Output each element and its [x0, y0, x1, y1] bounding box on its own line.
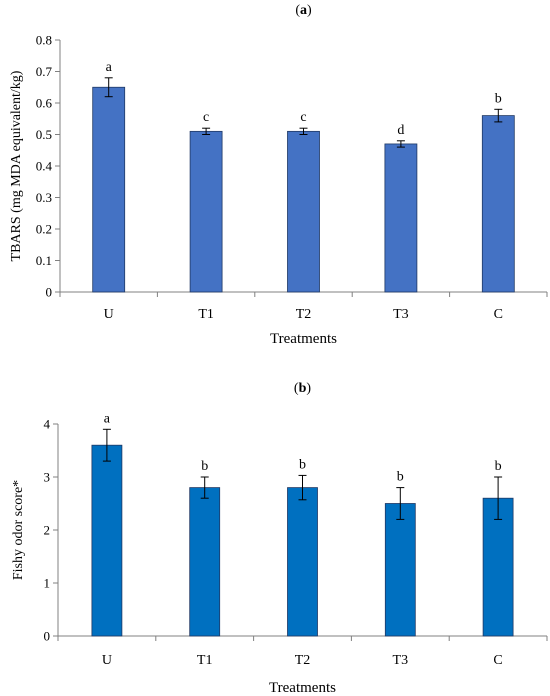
panel-label-open-paren: (	[295, 3, 300, 18]
bar-T2	[287, 487, 318, 637]
y-tick-label: 0.1	[36, 253, 52, 268]
y-tick-label: 0.7	[36, 64, 53, 79]
x-tick-label-U: U	[102, 653, 112, 668]
panel-label: (b)	[294, 381, 311, 396]
y-tick-label: 0.3	[36, 190, 52, 205]
y-tick-label: 0	[46, 285, 53, 300]
x-tick-label-C: C	[494, 307, 503, 322]
bar-T2	[287, 130, 320, 293]
significance-letter-T2: c	[300, 110, 306, 125]
y-tick-label: 1	[44, 576, 51, 591]
significance-letter-C: b	[495, 459, 502, 474]
significance-letter-T3: b	[397, 470, 404, 485]
y-axis-title: Fishy odor score*	[11, 480, 26, 580]
significance-letter-T1: c	[203, 110, 209, 125]
panel-label-close-paren: )	[306, 381, 311, 396]
x-tick-label-T1: T1	[198, 307, 214, 322]
x-tick-label-T1: T1	[197, 653, 213, 668]
x-tick-label-T2: T2	[296, 307, 312, 322]
y-tick-label: 4	[44, 417, 51, 432]
x-tick-label-C: C	[493, 653, 502, 668]
x-tick-label-T2: T2	[295, 653, 311, 668]
x-axis-title: Treatments	[269, 680, 336, 696]
significance-letter-U: a	[104, 411, 111, 426]
significance-letter-T3: d	[397, 123, 404, 138]
x-tick-label-T3: T3	[393, 307, 409, 322]
y-tick-label: 0.8	[36, 33, 52, 48]
panel-label-letter: a	[300, 3, 307, 18]
bar-T1	[189, 130, 223, 293]
panel-label-close-paren: )	[307, 3, 312, 18]
bar-C	[481, 115, 515, 293]
significance-letter-C: b	[495, 91, 502, 106]
x-tick-label-T3: T3	[393, 653, 409, 668]
significance-letter-U: a	[106, 60, 113, 75]
significance-letter-T1: b	[201, 459, 208, 474]
panel-label-open-paren: (	[294, 381, 299, 396]
significance-letter-T2: b	[299, 457, 306, 472]
chart-panel-a: (a)00.10.20.30.40.50.60.70.8aUcT1cT2dT3b…	[9, 3, 548, 347]
x-axis-title: Treatments	[270, 331, 337, 347]
y-tick-label: 0.5	[36, 127, 52, 142]
bar-C	[482, 497, 514, 637]
y-tick-label: 0.6	[36, 96, 53, 111]
x-tick-label-U: U	[104, 307, 114, 322]
bar-U	[91, 444, 123, 637]
y-tick-label: 3	[44, 470, 51, 485]
bar-T3	[384, 503, 416, 637]
y-tick-label: 0.4	[36, 159, 53, 174]
bar-U	[92, 86, 126, 293]
bar-T1	[189, 487, 221, 637]
panel-label-letter: b	[299, 381, 307, 396]
panel-label: (a)	[295, 3, 312, 18]
y-tick-label: 0	[44, 629, 51, 644]
y-axis-title: TBARS (mg MDA equivalent/kg)	[9, 70, 24, 261]
bar-T3	[384, 143, 418, 293]
y-tick-label: 0.2	[36, 222, 52, 237]
y-tick-label: 2	[44, 523, 51, 538]
